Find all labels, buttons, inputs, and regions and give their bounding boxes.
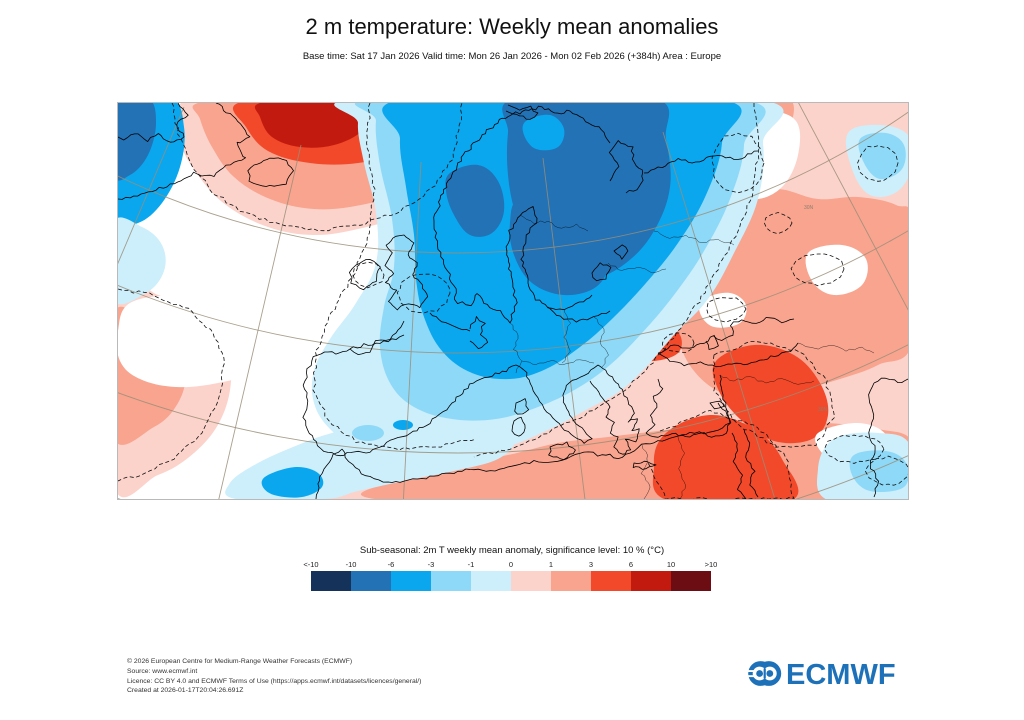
- svg-text:30N: 30N: [818, 407, 828, 413]
- svg-text:30N: 30N: [804, 205, 814, 211]
- svg-text:ECMWF: ECMWF: [786, 659, 896, 689]
